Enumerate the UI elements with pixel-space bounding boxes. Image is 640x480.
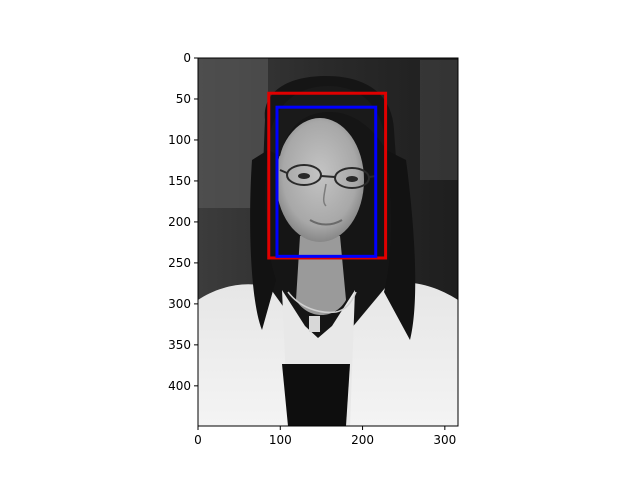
bounding-box-1 xyxy=(267,91,388,260)
detection-boxes xyxy=(267,91,388,260)
y-tick-label: 400 xyxy=(168,379,191,393)
y-tick-label: 0 xyxy=(183,51,191,65)
y-tick-label: 350 xyxy=(168,338,191,352)
x-tick-label: 100 xyxy=(269,433,292,447)
y-axis-ticks: 0 50 100 150 200 250 300 350 400 xyxy=(168,51,198,393)
y-tick-label: 100 xyxy=(168,133,191,147)
x-tick-label: 200 xyxy=(351,433,374,447)
bounding-box-2 xyxy=(275,105,378,258)
photo-image xyxy=(198,58,458,426)
axes-frame xyxy=(197,57,459,427)
x-axis-ticks: 0 100 200 300 xyxy=(194,426,456,447)
x-tick-label: 300 xyxy=(433,433,456,447)
y-tick-label: 300 xyxy=(168,297,191,311)
x-tick-label: 0 xyxy=(194,433,202,447)
y-tick-label: 250 xyxy=(168,256,191,270)
y-tick-label: 50 xyxy=(176,92,191,106)
y-tick-label: 150 xyxy=(168,174,191,188)
y-tick-label: 200 xyxy=(168,215,191,229)
